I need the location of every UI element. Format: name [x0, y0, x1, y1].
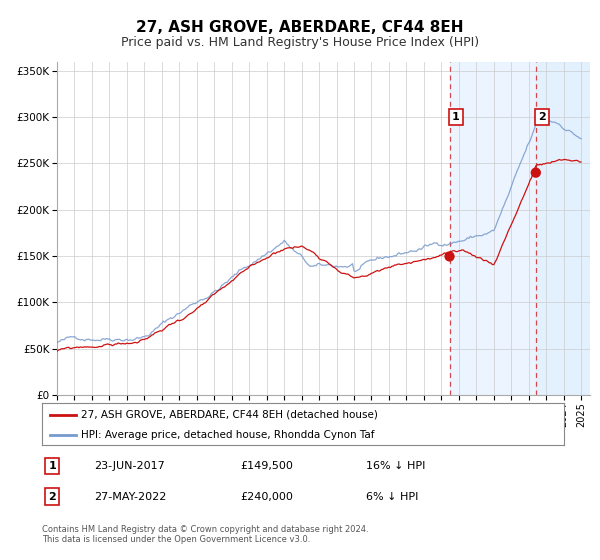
Point — [445, 252, 454, 261]
Text: HPI: Average price, detached house, Rhondda Cynon Taf: HPI: Average price, detached house, Rhon… — [81, 430, 374, 440]
Text: 27, ASH GROVE, ABERDARE, CF44 8EH (detached house): 27, ASH GROVE, ABERDARE, CF44 8EH (detac… — [81, 409, 378, 419]
Bar — [449, 62, 590, 395]
Text: 27-MAY-2022: 27-MAY-2022 — [94, 492, 167, 502]
Text: 23-JUN-2017: 23-JUN-2017 — [94, 461, 165, 471]
Text: 1: 1 — [452, 112, 460, 122]
Text: Price paid vs. HM Land Registry's House Price Index (HPI): Price paid vs. HM Land Registry's House … — [121, 36, 479, 49]
Text: 1: 1 — [49, 461, 56, 471]
Point — [531, 168, 541, 177]
Text: 2: 2 — [538, 112, 546, 122]
Text: £149,500: £149,500 — [241, 461, 293, 471]
Text: Contains HM Land Registry data © Crown copyright and database right 2024.
This d: Contains HM Land Registry data © Crown c… — [42, 525, 368, 544]
Text: 16% ↓ HPI: 16% ↓ HPI — [365, 461, 425, 471]
Text: 27, ASH GROVE, ABERDARE, CF44 8EH: 27, ASH GROVE, ABERDARE, CF44 8EH — [136, 20, 464, 35]
Text: 6% ↓ HPI: 6% ↓ HPI — [365, 492, 418, 502]
Text: £240,000: £240,000 — [241, 492, 293, 502]
Bar — [536, 62, 590, 395]
Text: 2: 2 — [49, 492, 56, 502]
